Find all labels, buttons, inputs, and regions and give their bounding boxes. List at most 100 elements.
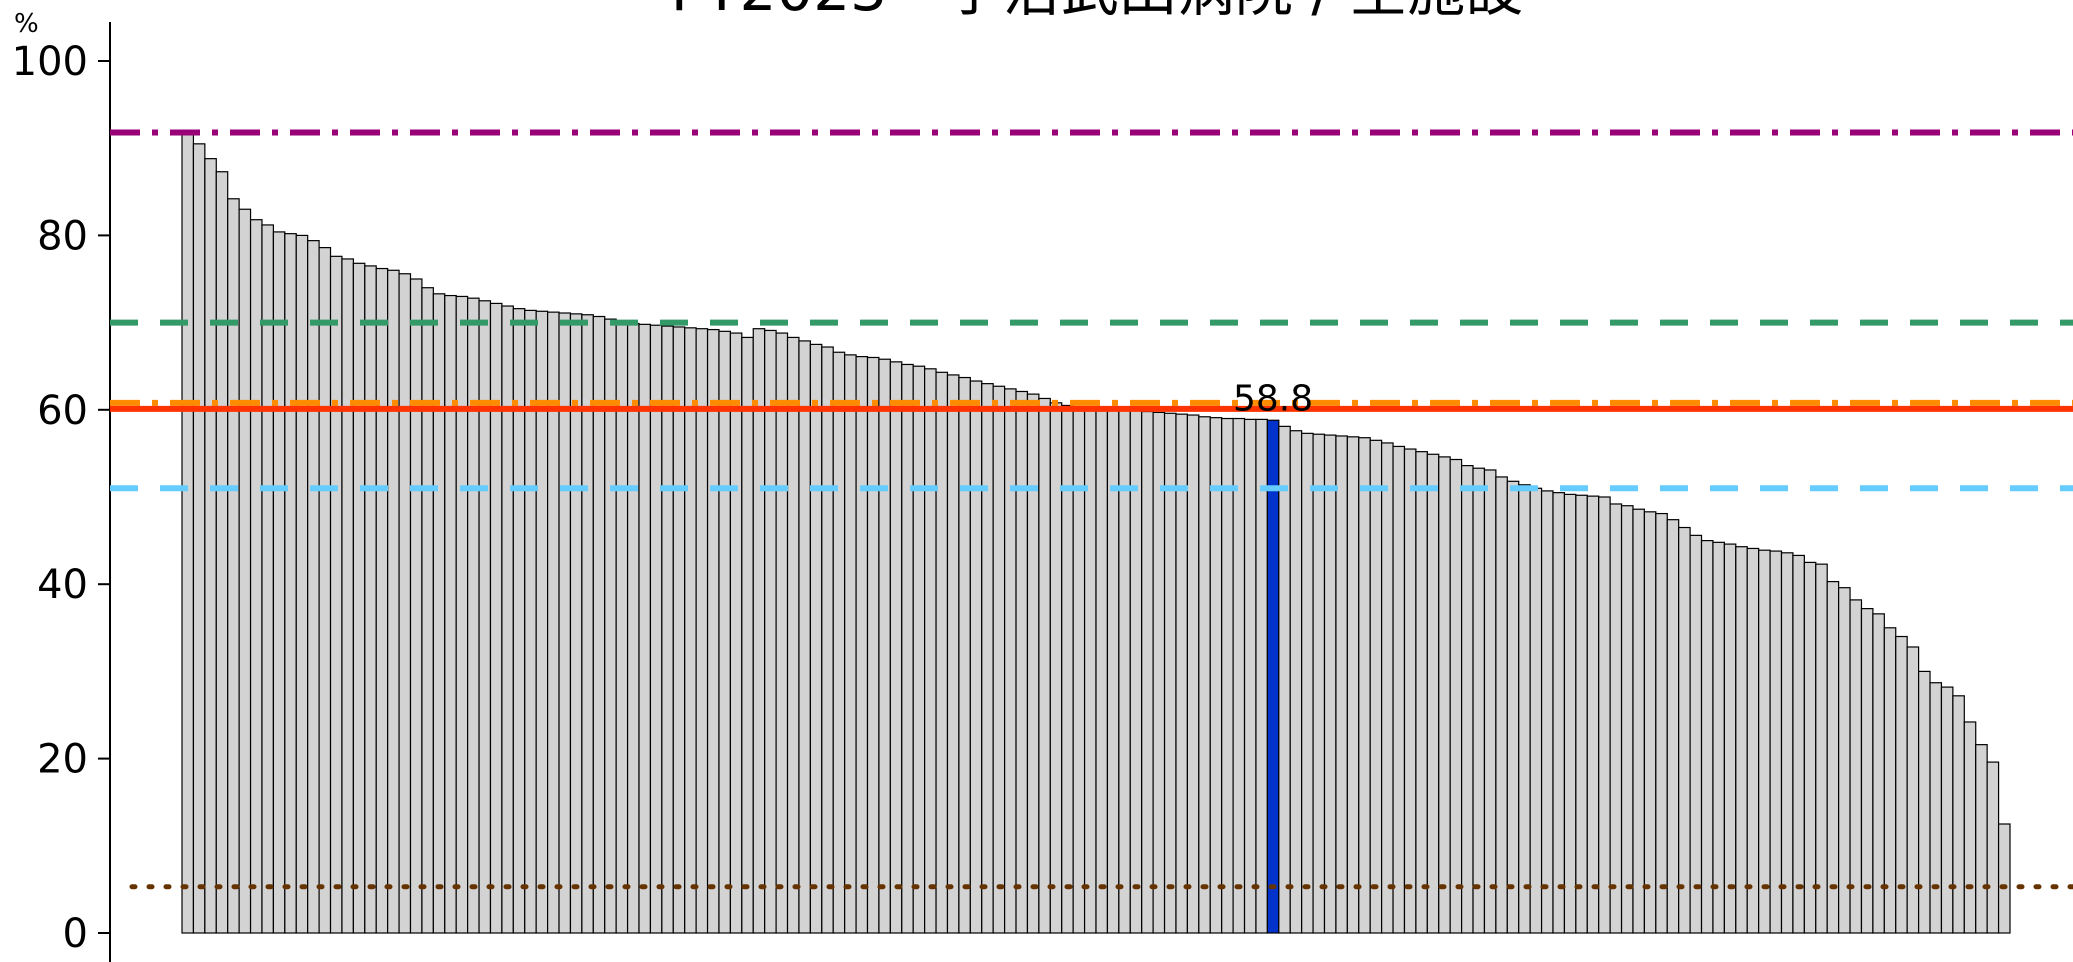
- bar: [1838, 587, 1851, 934]
- bar: [467, 297, 480, 934]
- y-tick-label: 80: [37, 213, 88, 259]
- bar: [969, 380, 983, 934]
- bar: [341, 258, 354, 934]
- bar: [1620, 505, 1634, 934]
- bar: [409, 278, 423, 934]
- bar: [1198, 416, 1211, 934]
- bar: [958, 376, 971, 934]
- bar: [1815, 563, 1828, 934]
- bar: [1449, 458, 1463, 934]
- bar: [455, 295, 469, 934]
- bar: [1335, 435, 1348, 934]
- bar: [775, 332, 789, 934]
- bar: [1780, 552, 1794, 934]
- bar: [1975, 744, 1988, 934]
- bar: [798, 340, 811, 934]
- bar: [695, 328, 709, 934]
- bar: [1758, 549, 1771, 934]
- bar: [1015, 390, 1029, 934]
- bar: [844, 354, 857, 934]
- bar: [615, 321, 629, 934]
- bar: [329, 255, 343, 934]
- bar: [1049, 402, 1063, 934]
- bar: [992, 385, 1006, 934]
- bar: [375, 267, 389, 934]
- bar: [1518, 484, 1531, 934]
- bar: [1552, 492, 1566, 934]
- bar: [1232, 417, 1246, 934]
- bar: [1460, 465, 1474, 934]
- bar: [489, 302, 503, 934]
- bar: [1403, 448, 1417, 934]
- bar: [855, 356, 869, 934]
- bar: [1358, 437, 1371, 934]
- bar: [1917, 670, 1931, 934]
- bar: [1323, 434, 1337, 934]
- bar: [1392, 445, 1406, 934]
- bar: [1609, 503, 1623, 934]
- bar: [832, 351, 846, 934]
- bar: [672, 326, 686, 934]
- bar: [764, 329, 777, 934]
- bar: [1095, 408, 1109, 934]
- bar: [1278, 425, 1291, 934]
- highlight-label: 58.8: [1233, 378, 1313, 419]
- bar: [1141, 410, 1154, 934]
- y-tick-label: 40: [37, 562, 88, 608]
- bar: [1529, 487, 1543, 934]
- bar: [878, 358, 891, 934]
- bar: [821, 346, 834, 934]
- bar: [1483, 469, 1497, 934]
- bar: [1243, 418, 1257, 934]
- y-tick-label: 100: [12, 39, 88, 85]
- bar: [626, 322, 640, 934]
- bar: [752, 328, 766, 934]
- bar: [1940, 686, 1954, 934]
- bar: [421, 287, 434, 934]
- bar: [249, 219, 263, 934]
- bar: [1586, 495, 1600, 934]
- bar: [284, 233, 297, 934]
- bar: [272, 231, 286, 934]
- bar: [1826, 580, 1840, 934]
- bar: [866, 356, 880, 934]
- bar: [501, 305, 514, 934]
- bar: [1495, 476, 1508, 934]
- bar: [1346, 436, 1360, 934]
- bar: [432, 293, 446, 934]
- bar: [1038, 397, 1051, 934]
- bar: [809, 343, 823, 934]
- y-axis-label: %: [14, 9, 39, 39]
- bar: [935, 371, 949, 934]
- bar: [1689, 534, 1703, 934]
- bar: [478, 300, 492, 934]
- bar: [889, 361, 903, 934]
- bar: [1289, 430, 1303, 934]
- bar: [1186, 414, 1200, 934]
- bar: [1312, 433, 1326, 934]
- bar: [1643, 511, 1657, 934]
- bar: [1906, 646, 1920, 934]
- bar: [1381, 442, 1394, 934]
- bar: [1061, 404, 1074, 934]
- bar: [1735, 546, 1748, 934]
- bar: [387, 269, 400, 934]
- bar: [718, 330, 731, 934]
- bar: [1369, 439, 1383, 934]
- bar: [1769, 550, 1783, 934]
- bar: [1723, 543, 1737, 934]
- bar: [307, 240, 320, 934]
- y-tick-label: 20: [37, 737, 88, 783]
- bar: [706, 328, 720, 934]
- bar: [1849, 599, 1863, 934]
- bar: [1712, 541, 1725, 934]
- bar: [352, 262, 366, 934]
- bar: [192, 143, 206, 934]
- bar: [1803, 561, 1817, 934]
- bar: [1655, 512, 1668, 934]
- bar: [1026, 393, 1040, 934]
- bar: [1540, 490, 1554, 934]
- bar: [649, 324, 663, 934]
- bar: [981, 383, 994, 934]
